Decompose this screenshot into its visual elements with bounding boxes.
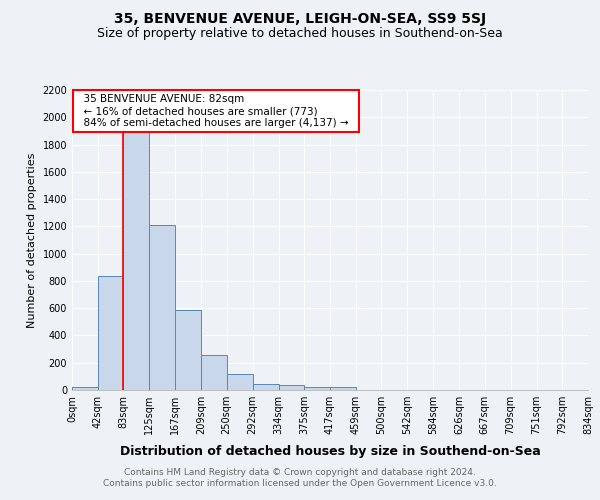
Bar bbox=[98, 276, 124, 390]
Bar bbox=[253, 384, 278, 390]
Text: 35, BENVENUE AVENUE, LEIGH-ON-SEA, SS9 5SJ: 35, BENVENUE AVENUE, LEIGH-ON-SEA, SS9 5… bbox=[114, 12, 486, 26]
Bar bbox=[149, 225, 175, 390]
X-axis label: Distribution of detached houses by size in Southend-on-Sea: Distribution of detached houses by size … bbox=[119, 446, 541, 458]
Bar bbox=[304, 388, 330, 390]
Bar bbox=[72, 388, 98, 390]
Bar bbox=[227, 374, 253, 390]
Bar bbox=[278, 384, 304, 390]
Bar bbox=[330, 388, 356, 390]
Text: 35 BENVENUE AVENUE: 82sqm  
  ← 16% of detached houses are smaller (773)  
  84%: 35 BENVENUE AVENUE: 82sqm ← 16% of detac… bbox=[77, 94, 355, 128]
Bar bbox=[175, 310, 202, 390]
Y-axis label: Number of detached properties: Number of detached properties bbox=[27, 152, 37, 328]
Text: Size of property relative to detached houses in Southend-on-Sea: Size of property relative to detached ho… bbox=[97, 28, 503, 40]
Bar bbox=[124, 131, 149, 390]
Bar bbox=[202, 355, 227, 390]
Text: Contains HM Land Registry data © Crown copyright and database right 2024.
Contai: Contains HM Land Registry data © Crown c… bbox=[103, 468, 497, 487]
